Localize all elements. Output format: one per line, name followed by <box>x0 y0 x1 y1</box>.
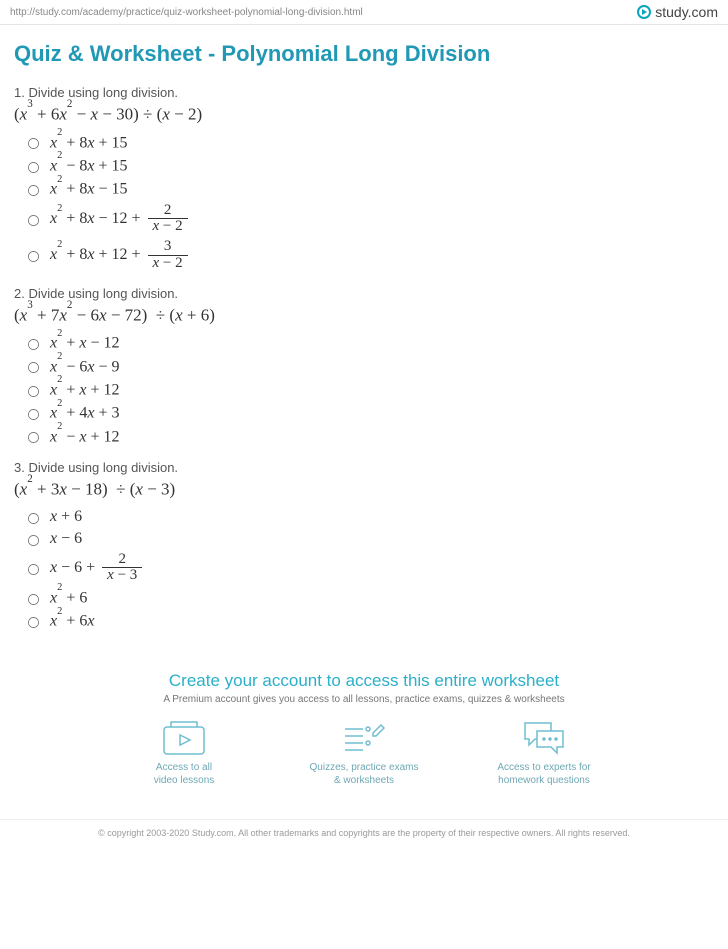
radio-input[interactable] <box>28 185 39 196</box>
option-math: x2 + x − 12 <box>50 333 119 352</box>
radio-input[interactable] <box>28 138 39 149</box>
promo-icons-row: Access to all video lessons Quizzes, pra… <box>54 721 674 787</box>
question-block: 3. Divide using long division. (x2 + 3x −… <box>14 460 714 631</box>
option-math: x2 − x + 12 <box>50 427 119 446</box>
question-prompt: 2. Divide using long division. <box>14 286 714 301</box>
radio-input[interactable] <box>28 564 39 575</box>
promo-item-experts[interactable]: Access to experts for homework questions <box>484 721 604 787</box>
radio-input[interactable] <box>28 386 39 397</box>
answer-option[interactable]: x2 + 8x − 15 <box>22 179 714 198</box>
question-expression: (x3 + 6x2 − x − 30) ÷ (x − 2) <box>14 104 714 125</box>
radio-input[interactable] <box>28 162 39 173</box>
option-math: x2 + 8x − 15 <box>50 179 127 198</box>
page-title: Quiz & Worksheet - Polynomial Long Divis… <box>14 41 714 67</box>
answer-option[interactable]: x2 − 8x + 15 <box>22 156 714 175</box>
question-block: 1. Divide using long division. (x3 + 6x2 … <box>14 85 714 272</box>
option-math: x + 6 <box>50 508 82 526</box>
promo-item-video[interactable]: Access to all video lessons <box>124 721 244 787</box>
promo-subtitle: A Premium account gives you access to al… <box>54 694 674 705</box>
promo-caption: Access to all video lessons <box>154 761 215 787</box>
promo-caption: Access to experts for homework questions <box>497 761 590 787</box>
play-circle-icon <box>637 5 651 19</box>
promo-caption: Quizzes, practice exams & worksheets <box>310 761 419 787</box>
radio-input[interactable] <box>28 409 39 420</box>
answer-option[interactable]: x2 + x − 12 <box>22 333 714 352</box>
radio-input[interactable] <box>28 362 39 373</box>
answer-option[interactable]: x + 6 <box>22 508 714 526</box>
option-math: x − 6 <box>50 530 82 548</box>
answer-option[interactable]: x2 − 6x − 9 <box>22 357 714 376</box>
option-math: x2 + 8x + 12 + 3x − 2 <box>50 239 191 272</box>
answer-option[interactable]: x2 + 8x + 15 <box>22 133 714 152</box>
radio-input[interactable] <box>28 251 39 262</box>
option-math: x2 + 6 <box>50 588 87 607</box>
question-prompt: 1. Divide using long division. <box>14 85 714 100</box>
promo-section: Create your account to access this entir… <box>14 661 714 819</box>
main-content: Quiz & Worksheet - Polynomial Long Divis… <box>0 25 728 819</box>
options-list: x2 + 8x + 15 x2 − 8x + 15 x2 + 8x − 15 x2 +… <box>14 133 714 272</box>
video-icon <box>163 721 205 755</box>
answer-option[interactable]: x2 + 6x <box>22 611 714 630</box>
options-list: x2 + x − 12 x2 − 6x − 9 x2 + x + 12 x2 + 4x… <box>14 333 714 446</box>
question-expression: (x2 + 3x − 18) ÷ (x − 3) <box>14 479 714 500</box>
option-math: x2 − 8x + 15 <box>50 156 127 175</box>
checklist-pencil-icon <box>343 721 385 755</box>
answer-option[interactable]: x − 6 + 2x − 3 <box>22 552 714 585</box>
options-list: x + 6 x − 6 x − 6 + 2x − 3 x2 + 6 x2 + 6x <box>14 508 714 631</box>
question-expression: (x3 + 7x2 − 6x − 72) ÷ (x + 6) <box>14 305 714 326</box>
radio-input[interactable] <box>28 513 39 524</box>
option-math: x2 + 6x <box>50 611 94 630</box>
url-text: http://study.com/academy/practice/quiz-w… <box>10 7 363 18</box>
chat-bubbles-icon <box>523 721 565 755</box>
option-math: x2 + 4x + 3 <box>50 403 119 422</box>
question-prompt: 3. Divide using long division. <box>14 460 714 475</box>
option-math: x − 6 + 2x − 3 <box>50 552 145 585</box>
option-math: x2 + 8x − 12 + 2x − 2 <box>50 203 191 236</box>
brand-text: study.com <box>655 4 718 20</box>
radio-input[interactable] <box>28 432 39 443</box>
question-block: 2. Divide using long division. (x3 + 7x2 … <box>14 286 714 446</box>
radio-input[interactable] <box>28 339 39 350</box>
radio-input[interactable] <box>28 535 39 546</box>
promo-title[interactable]: Create your account to access this entir… <box>54 671 674 691</box>
brand-logo[interactable]: study.com <box>637 4 718 20</box>
footer-copyright: © copyright 2003-2020 Study.com. All oth… <box>0 819 728 852</box>
answer-option[interactable]: x2 + 8x + 12 + 3x − 2 <box>22 239 714 272</box>
radio-input[interactable] <box>28 617 39 628</box>
radio-input[interactable] <box>28 594 39 605</box>
answer-option[interactable]: x2 + 6 <box>22 588 714 607</box>
promo-item-quiz[interactable]: Quizzes, practice exams & worksheets <box>304 721 424 787</box>
option-math: x2 + x + 12 <box>50 380 119 399</box>
answer-option[interactable]: x2 + 8x − 12 + 2x − 2 <box>22 203 714 236</box>
answer-option[interactable]: x2 − x + 12 <box>22 427 714 446</box>
answer-option[interactable]: x2 + x + 12 <box>22 380 714 399</box>
radio-input[interactable] <box>28 215 39 226</box>
answer-option[interactable]: x2 + 4x + 3 <box>22 403 714 422</box>
questions-container: 1. Divide using long division. (x3 + 6x2 … <box>14 85 714 631</box>
header-bar: http://study.com/academy/practice/quiz-w… <box>0 0 728 25</box>
answer-option[interactable]: x − 6 <box>22 530 714 548</box>
